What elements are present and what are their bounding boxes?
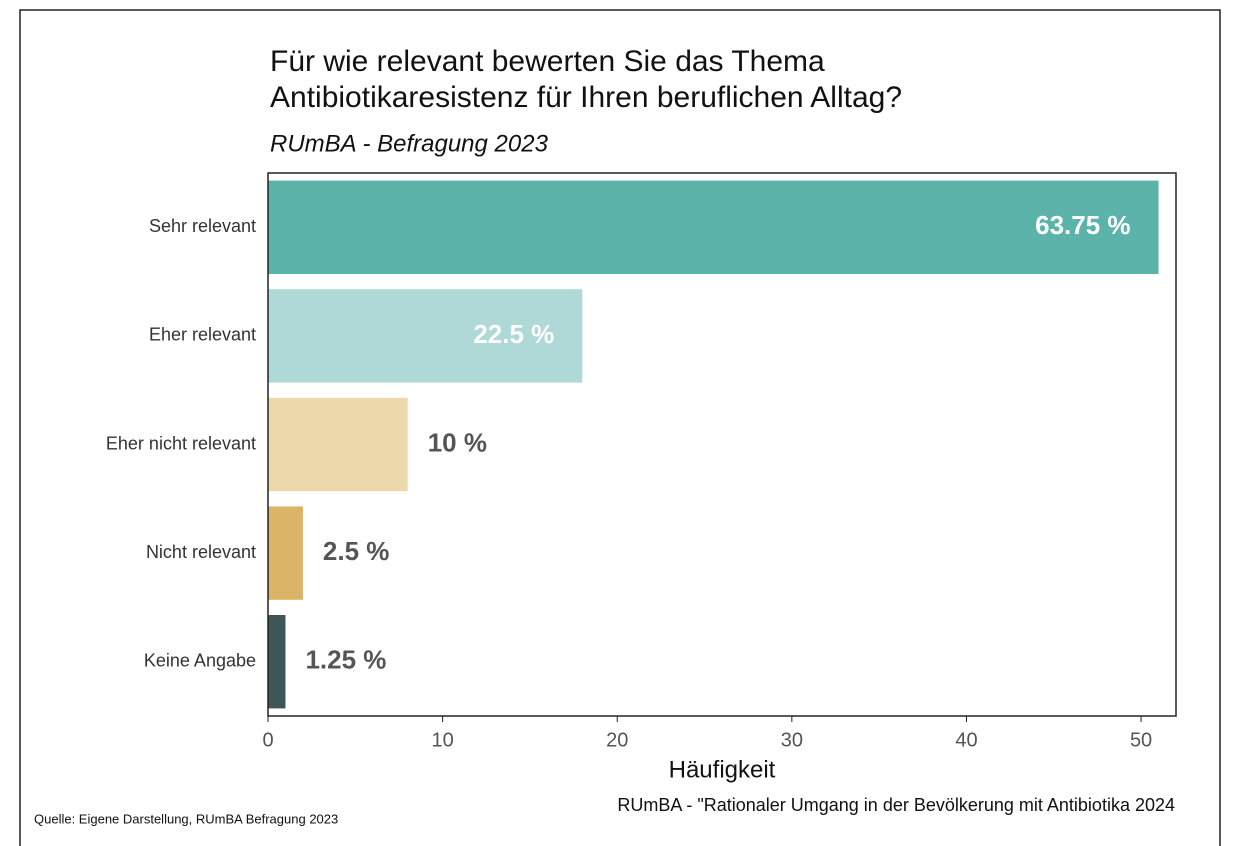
chart-title: Für wie relevant bewerten Sie das Thema … xyxy=(270,45,903,114)
bar xyxy=(268,180,1159,274)
x-axis-label: Häufigkeit xyxy=(669,756,776,783)
y-tick-label: Sehr relevant xyxy=(149,216,256,236)
x-tick-label: 40 xyxy=(955,729,977,751)
x-tick-label: 0 xyxy=(262,729,273,751)
caption: RUmBA - "Rationaler Umgang in der Bevölk… xyxy=(617,795,1175,815)
bar xyxy=(268,289,583,383)
source-note: Quelle: Eigene Darstellung, RUmBA Befrag… xyxy=(34,811,338,826)
chart-subtitle: RUmBA - Befragung 2023 xyxy=(270,130,549,157)
plot-border xyxy=(267,172,1177,717)
data-label: 22.5 % xyxy=(473,319,554,349)
data-label: 2.5 % xyxy=(323,536,390,566)
bar xyxy=(268,615,286,709)
x-tick-label: 50 xyxy=(1130,729,1152,751)
y-tick-label: Eher relevant xyxy=(149,325,256,345)
data-label: 63.75 % xyxy=(1035,210,1130,240)
bar xyxy=(268,397,408,492)
y-tick-label: Eher nicht relevant xyxy=(106,433,256,453)
x-tick-label: 20 xyxy=(606,729,628,751)
y-tick-label: Keine Angabe xyxy=(144,650,256,670)
x-tick-label: 30 xyxy=(781,729,803,751)
x-tick-label: 10 xyxy=(431,729,453,751)
bar xyxy=(268,506,303,600)
y-tick-label: Nicht relevant xyxy=(146,542,256,562)
frame xyxy=(19,9,1221,846)
data-label: 1.25 % xyxy=(305,645,386,675)
data-label: 10 % xyxy=(428,427,487,457)
